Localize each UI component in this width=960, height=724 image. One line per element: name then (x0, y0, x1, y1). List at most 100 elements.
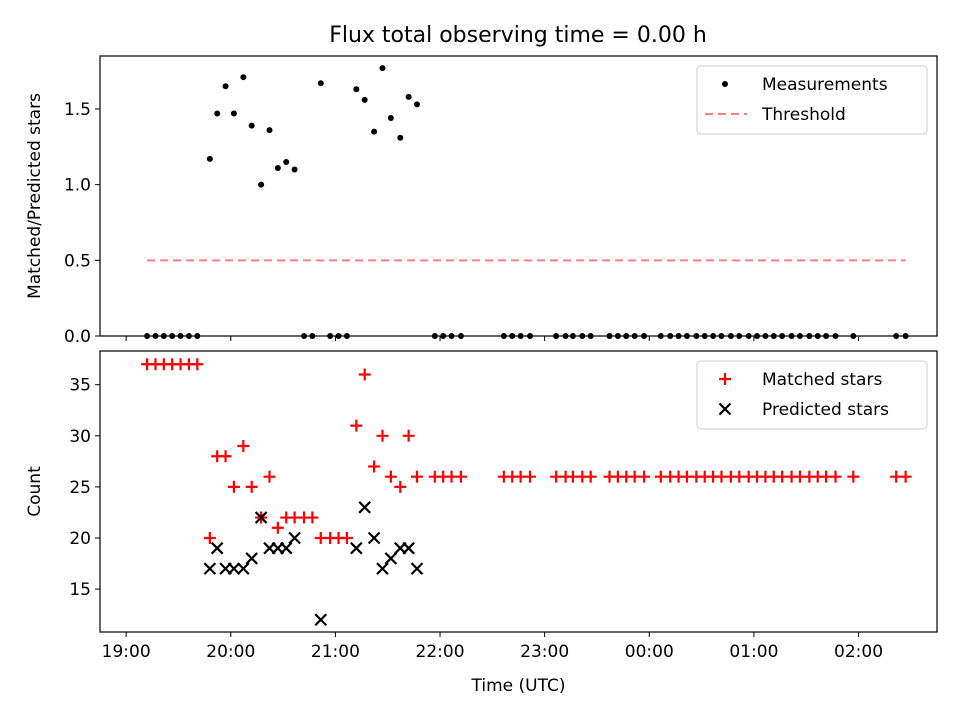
legend-label: Measurements (762, 75, 888, 95)
x-marker (279, 541, 293, 555)
data-point (266, 127, 273, 134)
legend-label: Matched stars (762, 370, 882, 390)
data-point (206, 155, 213, 162)
panel-2: 15 20 25 30 35 19:00 20:00 21:00 22:00 23:00 00:00… (25, 350, 938, 696)
plus-marker (340, 531, 353, 544)
panel-1: 0.0 0.5 1.0 1.5 Matched/Predicted stars Measu… (25, 55, 938, 347)
data-point (240, 74, 247, 81)
legend-marker (722, 81, 728, 87)
data-point (317, 80, 324, 87)
y-tick-label: 30 (69, 427, 91, 447)
data-point (397, 134, 404, 141)
plus-marker (306, 511, 319, 524)
plus-marker (376, 429, 389, 442)
plus-marker (638, 470, 651, 483)
x-marker (376, 562, 389, 575)
plus-marker (191, 358, 204, 371)
x-tick-label: 01:00 (729, 642, 778, 662)
y-axis-label: Matched/Predicted stars (25, 93, 45, 299)
y-tick-label: 1.0 (64, 176, 91, 196)
plus-marker (245, 480, 258, 493)
legend-label: Predicted stars (762, 400, 889, 420)
x-tick-label: 00:00 (625, 642, 674, 662)
data-point (405, 93, 412, 100)
plus-marker (237, 440, 250, 453)
plus-marker (829, 470, 842, 483)
plus-marker (402, 429, 415, 442)
x-marker (288, 531, 301, 545)
x-marker (227, 562, 241, 575)
data-point (248, 122, 255, 129)
plus-marker (350, 419, 363, 432)
x-marker (402, 541, 415, 555)
legend-marker (719, 373, 731, 385)
plus-marker (847, 470, 860, 483)
data-point (379, 65, 386, 72)
y-axis-label: Count (25, 466, 45, 517)
x-marker (410, 562, 424, 575)
x-tick-label: 02:00 (834, 642, 883, 662)
data-point (361, 96, 368, 103)
x-tick-label: 21:00 (311, 642, 360, 662)
x-tick-label: 22:00 (416, 642, 465, 662)
legend-label: Threshold (761, 105, 846, 125)
x-tick-label: 23:00 (520, 642, 569, 662)
plus-marker (263, 470, 276, 483)
x-marker (210, 541, 224, 555)
chart-title: Flux total observing time = 0.00 h (329, 23, 707, 48)
y-tick-label: 20 (69, 529, 91, 549)
x-marker (237, 562, 250, 575)
plus-marker (584, 470, 597, 483)
plus-marker (454, 470, 467, 483)
x-marker (367, 531, 381, 545)
plus-marker (227, 480, 240, 493)
plus-marker (411, 470, 424, 483)
x-tick-label: 19:00 (102, 642, 151, 662)
plus-marker (899, 470, 912, 483)
data-point (414, 101, 421, 108)
data-point (353, 86, 360, 93)
plus-marker (394, 480, 407, 493)
x-marker (358, 501, 371, 514)
plus-marker (203, 531, 216, 544)
legend: Measurements Threshold (696, 65, 928, 135)
y-tick-label: 0.0 (64, 327, 91, 347)
x-marker (254, 511, 268, 524)
legend-box (696, 360, 928, 430)
axes-frame (99, 55, 938, 337)
x-marker (350, 541, 363, 555)
y-tick-label: 0.5 (64, 251, 91, 271)
plus-marker (358, 368, 371, 381)
legend-box (696, 65, 928, 135)
data-point (222, 83, 229, 90)
x-marker (203, 562, 217, 575)
x-marker (245, 552, 258, 565)
data-point (283, 158, 290, 165)
plus-marker (271, 521, 284, 534)
plus-marker (368, 460, 381, 473)
y-tick-label: 35 (69, 376, 91, 396)
plot-layer: 0.0 0.5 1.0 1.5 Matched/Predicted stars Measu… (25, 55, 938, 696)
data-point (230, 110, 237, 117)
x-marker (314, 613, 328, 627)
data-point (214, 110, 221, 117)
x-axis-label: Time (UTC) (471, 676, 566, 696)
legend-marker (718, 402, 732, 416)
plus-marker (219, 450, 232, 463)
plus-marker (524, 470, 537, 483)
y-tick-label: 25 (69, 478, 91, 498)
x-marker (384, 552, 398, 565)
y-tick-label: 1.5 (64, 100, 91, 120)
series-predicted-stars (203, 501, 424, 627)
data-point (371, 128, 378, 135)
y-tick-label: 15 (69, 580, 91, 600)
axes-frame (99, 350, 938, 633)
panel-2-series (141, 358, 912, 627)
x-tick-label: 20:00 (206, 642, 255, 662)
series-matched-stars (141, 358, 912, 544)
data-point (258, 181, 265, 188)
data-point (274, 165, 281, 171)
legend: Matched stars Predicted stars (696, 360, 928, 430)
data-point (387, 115, 394, 122)
